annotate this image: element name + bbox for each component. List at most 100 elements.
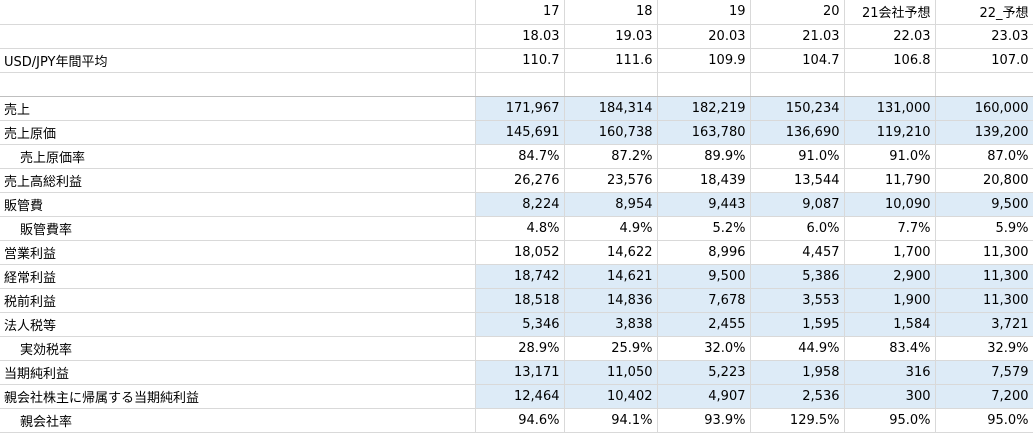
value-cell[interactable]: 7,200 bbox=[935, 384, 1033, 409]
value-cell[interactable]: 3,721 bbox=[935, 312, 1033, 337]
value-cell[interactable]: 91.0% bbox=[750, 144, 845, 169]
row-label-cell[interactable]: 販管費 bbox=[0, 192, 476, 217]
value-cell[interactable]: 11,790 bbox=[844, 168, 936, 193]
row-label-cell[interactable]: 売上原価 bbox=[0, 120, 476, 145]
value-cell[interactable]: 4.9% bbox=[564, 216, 658, 241]
value-cell[interactable]: 21会社予想 bbox=[844, 0, 936, 25]
value-cell[interactable]: 2,536 bbox=[750, 384, 845, 409]
value-cell[interactable] bbox=[657, 72, 751, 97]
value-cell[interactable]: 10,402 bbox=[564, 384, 658, 409]
value-cell[interactable]: 22_予想 bbox=[935, 0, 1033, 25]
value-cell[interactable]: 26,276 bbox=[475, 168, 565, 193]
value-cell[interactable]: 32.9% bbox=[935, 336, 1033, 361]
value-cell[interactable]: 5,346 bbox=[475, 312, 565, 337]
value-cell[interactable]: 23.03 bbox=[935, 24, 1033, 49]
row-label-cell[interactable]: 営業利益 bbox=[0, 240, 476, 265]
value-cell[interactable]: 4,907 bbox=[657, 384, 751, 409]
value-cell[interactable]: 91.0% bbox=[844, 144, 936, 169]
value-cell[interactable]: 20.03 bbox=[657, 24, 751, 49]
value-cell[interactable]: 8,996 bbox=[657, 240, 751, 265]
value-cell[interactable]: 163,780 bbox=[657, 120, 751, 145]
value-cell[interactable]: 14,622 bbox=[564, 240, 658, 265]
value-cell[interactable]: 25.9% bbox=[564, 336, 658, 361]
value-cell[interactable]: 44.9% bbox=[750, 336, 845, 361]
value-cell[interactable]: 160,000 bbox=[935, 96, 1033, 121]
value-cell[interactable]: 7,678 bbox=[657, 288, 751, 313]
value-cell[interactable]: 10,090 bbox=[844, 192, 936, 217]
value-cell[interactable]: 21.03 bbox=[750, 24, 845, 49]
value-cell[interactable]: 11,050 bbox=[564, 360, 658, 385]
row-label-cell[interactable] bbox=[0, 72, 476, 97]
value-cell[interactable]: 94.1% bbox=[564, 408, 658, 433]
value-cell[interactable]: 87.2% bbox=[564, 144, 658, 169]
value-cell[interactable]: 87.0% bbox=[935, 144, 1033, 169]
value-cell[interactable]: 109.9 bbox=[657, 48, 751, 73]
value-cell[interactable]: 84.7% bbox=[475, 144, 565, 169]
value-cell[interactable] bbox=[564, 72, 658, 97]
value-cell[interactable]: 83.4% bbox=[844, 336, 936, 361]
value-cell[interactable]: 11,300 bbox=[935, 240, 1033, 265]
row-label-cell[interactable]: 売上高総利益 bbox=[0, 168, 476, 193]
row-label-cell[interactable]: 親会社株主に帰属する当期純利益 bbox=[0, 384, 476, 409]
value-cell[interactable]: 1,584 bbox=[844, 312, 936, 337]
value-cell[interactable]: 9,500 bbox=[657, 264, 751, 289]
row-label-cell[interactable] bbox=[0, 24, 476, 49]
value-cell[interactable]: 18.03 bbox=[475, 24, 565, 49]
value-cell[interactable]: 9,087 bbox=[750, 192, 845, 217]
value-cell[interactable]: 18,518 bbox=[475, 288, 565, 313]
value-cell[interactable]: 18,742 bbox=[475, 264, 565, 289]
value-cell[interactable]: 22.03 bbox=[844, 24, 936, 49]
value-cell[interactable]: 19.03 bbox=[564, 24, 658, 49]
value-cell[interactable] bbox=[935, 72, 1033, 97]
value-cell[interactable]: 9,443 bbox=[657, 192, 751, 217]
value-cell[interactable]: 23,576 bbox=[564, 168, 658, 193]
value-cell[interactable]: 20 bbox=[750, 0, 845, 25]
row-label-cell[interactable]: 経常利益 bbox=[0, 264, 476, 289]
value-cell[interactable] bbox=[844, 72, 936, 97]
row-label-cell[interactable]: 売上原価率 bbox=[0, 144, 476, 169]
value-cell[interactable]: 5.2% bbox=[657, 216, 751, 241]
value-cell[interactable]: 136,690 bbox=[750, 120, 845, 145]
value-cell[interactable]: 1,595 bbox=[750, 312, 845, 337]
value-cell[interactable]: 111.6 bbox=[564, 48, 658, 73]
value-cell[interactable]: 160,738 bbox=[564, 120, 658, 145]
row-label-cell[interactable]: 法人税等 bbox=[0, 312, 476, 337]
value-cell[interactable]: 129.5% bbox=[750, 408, 845, 433]
value-cell[interactable]: 150,234 bbox=[750, 96, 845, 121]
row-label-cell[interactable]: 売上 bbox=[0, 96, 476, 121]
value-cell[interactable]: 316 bbox=[844, 360, 936, 385]
value-cell[interactable]: 94.6% bbox=[475, 408, 565, 433]
value-cell[interactable]: 182,219 bbox=[657, 96, 751, 121]
value-cell[interactable]: 171,967 bbox=[475, 96, 565, 121]
value-cell[interactable]: 1,700 bbox=[844, 240, 936, 265]
row-label-cell[interactable]: 税前利益 bbox=[0, 288, 476, 313]
value-cell[interactable] bbox=[750, 72, 845, 97]
value-cell[interactable]: 7,579 bbox=[935, 360, 1033, 385]
value-cell[interactable]: 139,200 bbox=[935, 120, 1033, 145]
value-cell[interactable]: 13,171 bbox=[475, 360, 565, 385]
value-cell[interactable]: 4,457 bbox=[750, 240, 845, 265]
value-cell[interactable]: 4.8% bbox=[475, 216, 565, 241]
value-cell[interactable]: 145,691 bbox=[475, 120, 565, 145]
row-label-cell[interactable]: 販管費率 bbox=[0, 216, 476, 241]
value-cell[interactable]: 300 bbox=[844, 384, 936, 409]
value-cell[interactable]: 1,900 bbox=[844, 288, 936, 313]
value-cell[interactable]: 110.7 bbox=[475, 48, 565, 73]
value-cell[interactable]: 11,300 bbox=[935, 288, 1033, 313]
value-cell[interactable]: 8,954 bbox=[564, 192, 658, 217]
value-cell[interactable]: 28.9% bbox=[475, 336, 565, 361]
row-label-cell[interactable]: 実効税率 bbox=[0, 336, 476, 361]
value-cell[interactable]: 3,838 bbox=[564, 312, 658, 337]
value-cell[interactable]: 5,386 bbox=[750, 264, 845, 289]
value-cell[interactable]: 5,223 bbox=[657, 360, 751, 385]
value-cell[interactable]: 106.8 bbox=[844, 48, 936, 73]
value-cell[interactable]: 89.9% bbox=[657, 144, 751, 169]
value-cell[interactable]: 19 bbox=[657, 0, 751, 25]
value-cell[interactable]: 8,224 bbox=[475, 192, 565, 217]
value-cell[interactable]: 11,300 bbox=[935, 264, 1033, 289]
value-cell[interactable]: 95.0% bbox=[935, 408, 1033, 433]
value-cell[interactable]: 104.7 bbox=[750, 48, 845, 73]
value-cell[interactable]: 20,800 bbox=[935, 168, 1033, 193]
value-cell[interactable]: 7.7% bbox=[844, 216, 936, 241]
value-cell[interactable]: 14,621 bbox=[564, 264, 658, 289]
